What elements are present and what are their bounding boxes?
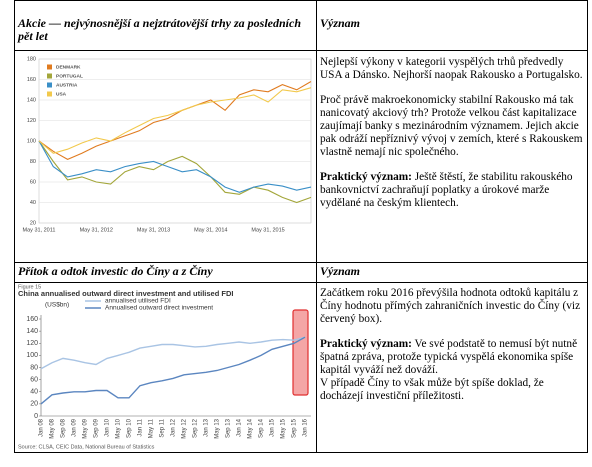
source: Source: CLSA, CEIC Data, National Bureau… xyxy=(18,444,155,450)
legend-label: PORTUGAL xyxy=(56,73,83,79)
series-line xyxy=(40,336,306,370)
legend-swatch xyxy=(47,82,52,88)
y-tick-label: 40 xyxy=(30,389,38,396)
x-tick-label: Jan 16 xyxy=(303,418,309,437)
y-tick-label: 60 xyxy=(30,376,38,383)
x-tick-label: Jan 13 xyxy=(204,418,210,437)
x-tick-label: May 14 xyxy=(248,418,254,438)
x-tick-label: May 12 xyxy=(182,418,188,438)
legend-label: DENMARK xyxy=(56,64,81,70)
chart-title: China annualised outward direct investme… xyxy=(18,289,233,298)
y-tick-label: 20 xyxy=(30,220,36,226)
x-tick-label: Jan 15 xyxy=(270,418,276,437)
paragraph: Začátkem roku 2016 převýšila hodnota odt… xyxy=(320,287,584,326)
x-tick-label: Jan 10 xyxy=(105,418,111,437)
x-tick-label: May 31, 2014 xyxy=(194,227,227,233)
header: Přítok a odtok investic do Číny a z Číny xyxy=(18,264,213,278)
text: Nejlepší výkony v kategorii vyspělých tr… xyxy=(320,56,583,81)
label: Praktický význam: xyxy=(320,338,412,350)
x-tick-label: May 31, 2011 xyxy=(23,227,56,233)
series-line xyxy=(40,336,306,405)
x-tick-label: May 11 xyxy=(149,418,155,438)
x-tick-label: Sep 14 xyxy=(259,418,265,438)
header-cell: Význam xyxy=(316,262,588,283)
y-tick-label: 120 xyxy=(27,118,36,124)
header: Akcie — nejvýnosnější a nejztrátovější t… xyxy=(18,16,302,43)
y-tick-label: 60 xyxy=(30,179,36,185)
text-cell: Začátkem roku 2016 převýšila hodnota odt… xyxy=(316,282,588,453)
y-tick-label: 140 xyxy=(27,97,36,103)
y-tick-label: 20 xyxy=(30,401,38,408)
x-tick-label: May 10 xyxy=(116,418,122,438)
x-tick-label: Sep 10 xyxy=(127,418,133,438)
x-tick-label: Jan 14 xyxy=(237,418,243,437)
text: V případě Číny to však může být spíše do… xyxy=(320,377,544,402)
paragraph: Praktický význam: Ve své podstatě to nem… xyxy=(320,338,584,377)
y-tick-label: 140 xyxy=(26,328,38,335)
legend-label: annualised utilised FDI xyxy=(105,298,171,305)
legend-label: Annualised outward direct investment xyxy=(105,305,213,312)
x-tick-label: May 31, 2015 xyxy=(251,227,284,233)
chart: 20 40 60 80 100 120 140 160 180 May 31, 2011 May 3… xyxy=(23,56,312,233)
x-tick-label: Sep 15 xyxy=(292,418,298,438)
y-tick-label: 40 xyxy=(30,200,36,206)
text: Ve své podstatě to nemusí být nutně špat… xyxy=(320,338,578,376)
x-tick-label: Sep 08 xyxy=(61,418,67,438)
text: Proč právě makroekonomicky stabilní Rako… xyxy=(320,94,583,158)
legend-swatch xyxy=(47,64,52,70)
label: Praktický význam: xyxy=(320,171,412,183)
x-tick-label: Jan 09 xyxy=(72,418,78,437)
x-tick-label: May 31, 2012 xyxy=(80,227,113,233)
series-line xyxy=(38,140,312,204)
legend-swatch xyxy=(47,73,52,79)
paragraph: V případě Číny to však může být spíše do… xyxy=(320,377,584,403)
header-cell: Akcie — nejvýnosnější a nejztrátovější t… xyxy=(14,0,317,51)
series-line xyxy=(38,140,312,193)
text: Začátkem roku 2016 převýšila hodnota odt… xyxy=(320,287,581,325)
y-tick-label: 160 xyxy=(26,316,38,323)
y-unit: (US$bn) xyxy=(45,302,69,309)
header: Význam xyxy=(320,16,361,30)
header-cell: Význam xyxy=(316,0,588,51)
text: Ještě štěstí, že stabilitu rakouského ba… xyxy=(320,171,573,209)
x-tick-label: Sep 13 xyxy=(226,418,232,438)
x-tick-label: Sep 09 xyxy=(94,418,100,438)
y-tick-label: 0 xyxy=(34,413,38,420)
y-tick-label: 80 xyxy=(30,159,36,165)
x-tick-label: Sep 12 xyxy=(193,418,199,438)
highlight-box xyxy=(292,309,309,396)
x-tick-label: May 13 xyxy=(215,418,221,438)
paragraph: Proč právě makroekonomicky stabilní Rako… xyxy=(320,94,584,159)
legend-label: AUSTRIA xyxy=(56,82,78,88)
x-tick-label: May 15 xyxy=(281,418,287,438)
series-line xyxy=(38,87,312,154)
x-tick-label: Sep 11 xyxy=(160,418,166,437)
paragraph: Nejlepší výkony v kategorii vyspělých tr… xyxy=(320,56,584,82)
x-tick-label: May 08 xyxy=(50,418,56,438)
figure-label: Figure 15 xyxy=(18,284,41,290)
series-line xyxy=(38,81,312,161)
header-cell: Přítok a odtok investic do Číny a z Číny xyxy=(14,262,317,283)
x-tick-label: Jan 11 xyxy=(138,418,144,436)
x-tick-label: May 09 xyxy=(83,418,89,438)
y-tick-label: 100 xyxy=(26,352,38,359)
header: Význam xyxy=(320,264,361,278)
y-tick-label: 80 xyxy=(30,364,38,371)
x-tick-label: Jan 12 xyxy=(171,418,177,437)
y-tick-label: 160 xyxy=(27,77,36,83)
x-tick-label: May 31, 2013 xyxy=(137,227,170,233)
legend-label: USA xyxy=(56,91,67,97)
y-tick-label: 100 xyxy=(27,138,36,144)
y-tick-label: 120 xyxy=(26,340,38,347)
text-cell: Nejlepší výkony v kategorii vyspělých tr… xyxy=(316,50,588,263)
x-tick-label: Jan 08 xyxy=(39,418,45,437)
paragraph: Praktický význam: Ještě štěstí, že stabi… xyxy=(320,171,584,210)
legend-swatch xyxy=(47,91,52,97)
y-tick-label: 180 xyxy=(27,56,36,62)
